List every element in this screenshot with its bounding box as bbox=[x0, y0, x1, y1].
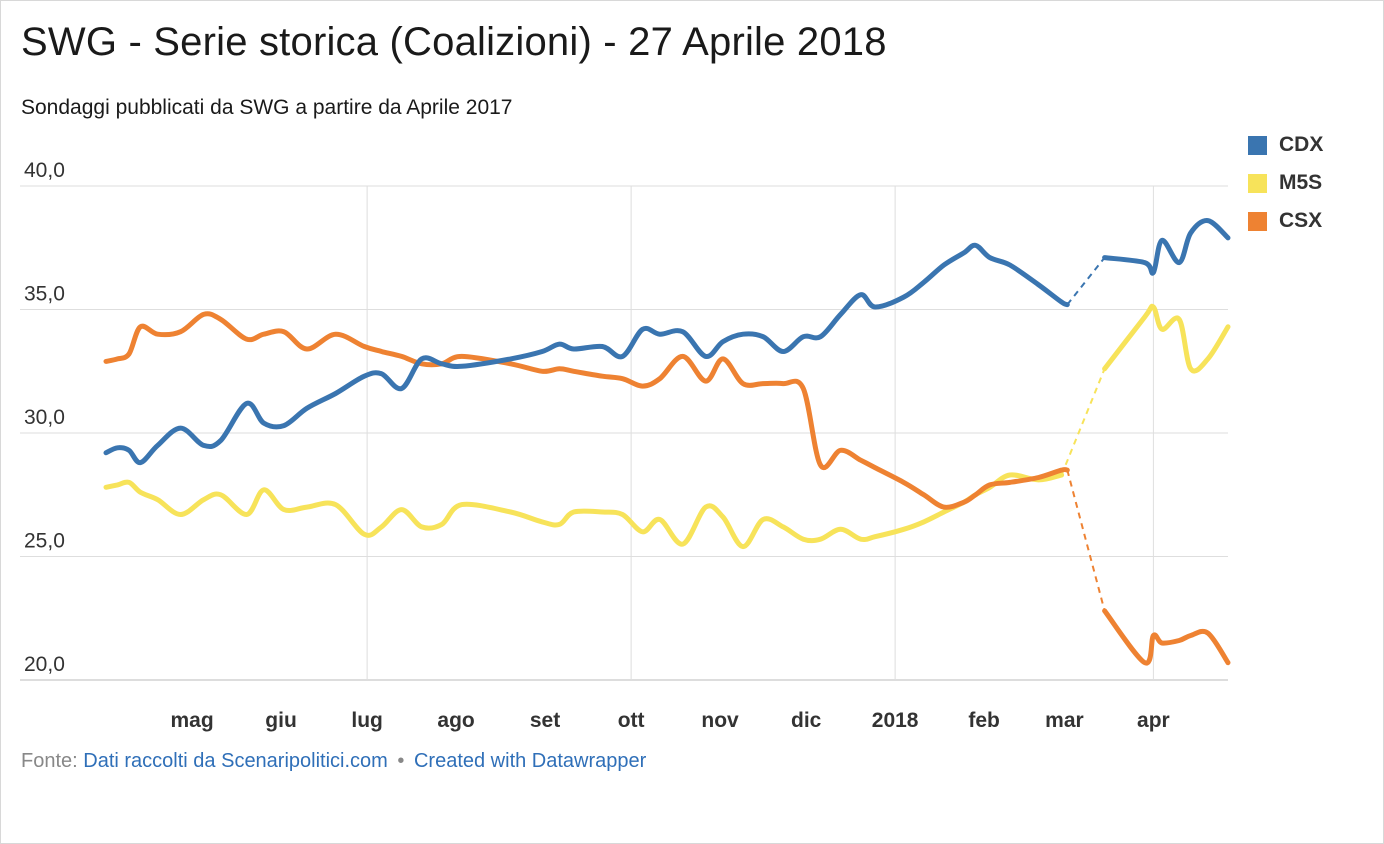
series-m5s-line bbox=[103, 472, 1065, 550]
x-tick-label: ago bbox=[437, 709, 474, 732]
x-tick-label: set bbox=[530, 709, 560, 732]
y-tick-label: 25,0 bbox=[24, 530, 65, 553]
y-tick-label: 30,0 bbox=[24, 406, 65, 429]
series-m5s-gap bbox=[1060, 368, 1106, 476]
series-csx-line bbox=[103, 311, 1070, 510]
series-cdx-line bbox=[103, 242, 1070, 466]
x-tick-label: giu bbox=[265, 709, 297, 732]
y-tick-label: 20,0 bbox=[24, 653, 65, 676]
x-axis-ticks: mag giu lug ago set ott nov dic 2018 feb mar apr bbox=[170, 709, 1169, 732]
legend-swatch-m5s bbox=[1248, 173, 1267, 193]
x-tick-label: mar bbox=[1045, 709, 1084, 732]
legend-label-m5s: M5S bbox=[1279, 171, 1323, 194]
legend-label-csx: CSX bbox=[1279, 209, 1323, 232]
y-tick-label: 35,0 bbox=[24, 283, 65, 306]
legend: CDX M5S CSX bbox=[1248, 126, 1323, 240]
series-cdx-gap bbox=[1066, 257, 1106, 306]
series-csx-gap bbox=[1066, 469, 1106, 612]
chart-subtitle: Sondaggi pubblicati da SWG a partire da … bbox=[21, 96, 513, 119]
x-tick-label: dic bbox=[791, 709, 822, 732]
y-axis-ticks: 20,0 25,0 30,0 35,0 40,0 bbox=[24, 159, 65, 676]
series-m5s-line bbox=[1102, 303, 1231, 374]
legend-swatch-cdx bbox=[1248, 135, 1267, 155]
footer-separator: • bbox=[397, 750, 405, 772]
legend-item-cdx: CDX bbox=[1248, 126, 1323, 164]
x-tick-label: mag bbox=[170, 709, 213, 732]
source-link[interactable]: Dati raccolti da Scenaripolitici.com bbox=[83, 750, 388, 772]
datawrapper-link[interactable]: Created with Datawrapper bbox=[413, 750, 647, 772]
legend-item-csx: CSX bbox=[1248, 202, 1323, 240]
y-tick-label: 40,0 bbox=[24, 159, 65, 182]
legend-item-m5s: M5S bbox=[1248, 164, 1323, 202]
legend-label-cdx: CDX bbox=[1279, 133, 1324, 156]
footer-prefix: Fonte: bbox=[21, 750, 84, 772]
x-tick-label: ott bbox=[618, 709, 645, 732]
x-tick-label: lug bbox=[351, 709, 383, 732]
series-lines bbox=[103, 218, 1231, 666]
grid-lines bbox=[20, 185, 1228, 681]
series-csx-line bbox=[1102, 608, 1231, 666]
footer: Fonte: Dati raccolti da Scenaripolitici.… bbox=[21, 750, 646, 773]
series-cdx-line bbox=[1102, 218, 1231, 276]
legend-swatch-csx bbox=[1248, 211, 1267, 231]
x-tick-label: apr bbox=[1137, 709, 1170, 732]
chart-title: SWG - Serie storica (Coalizioni) - 27 Ap… bbox=[21, 20, 887, 64]
x-tick-label: 2018 bbox=[872, 709, 919, 732]
x-tick-label: feb bbox=[968, 709, 1000, 732]
x-tick-label: nov bbox=[701, 709, 739, 732]
